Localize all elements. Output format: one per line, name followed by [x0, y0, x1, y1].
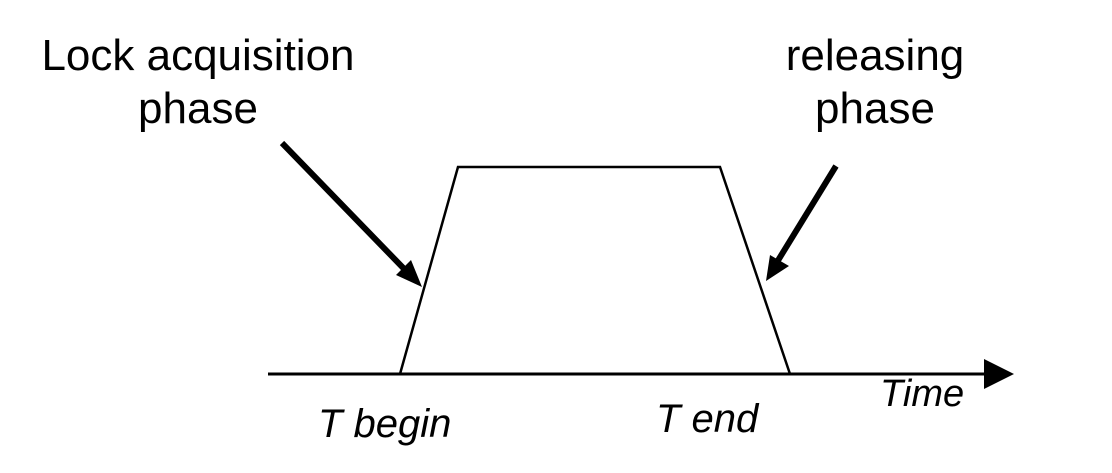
- t-end-label: T end: [656, 397, 759, 441]
- lock-acquisition-arrow-shaft: [279, 140, 415, 280]
- lock-acquisition-arrowhead: [396, 260, 422, 287]
- lock-acquisition-label: Lock acquisition phase: [18, 30, 378, 136]
- t-begin-label: T begin: [318, 402, 452, 446]
- lock-acquisition-label-line-1: Lock acquisition: [41, 31, 355, 80]
- releasing-label-line-2: phase: [815, 83, 935, 133]
- lock-acquisition-label-line-2: phase: [138, 83, 258, 133]
- releasing-label: releasing phase: [760, 30, 990, 136]
- releasing-arrow-shaft: [771, 164, 839, 269]
- releasing-arrowhead: [766, 255, 789, 281]
- releasing-label-line-1: releasing: [785, 31, 965, 80]
- lock-trapezoid: [398, 165, 792, 375]
- time-axis-label: Time: [880, 373, 965, 415]
